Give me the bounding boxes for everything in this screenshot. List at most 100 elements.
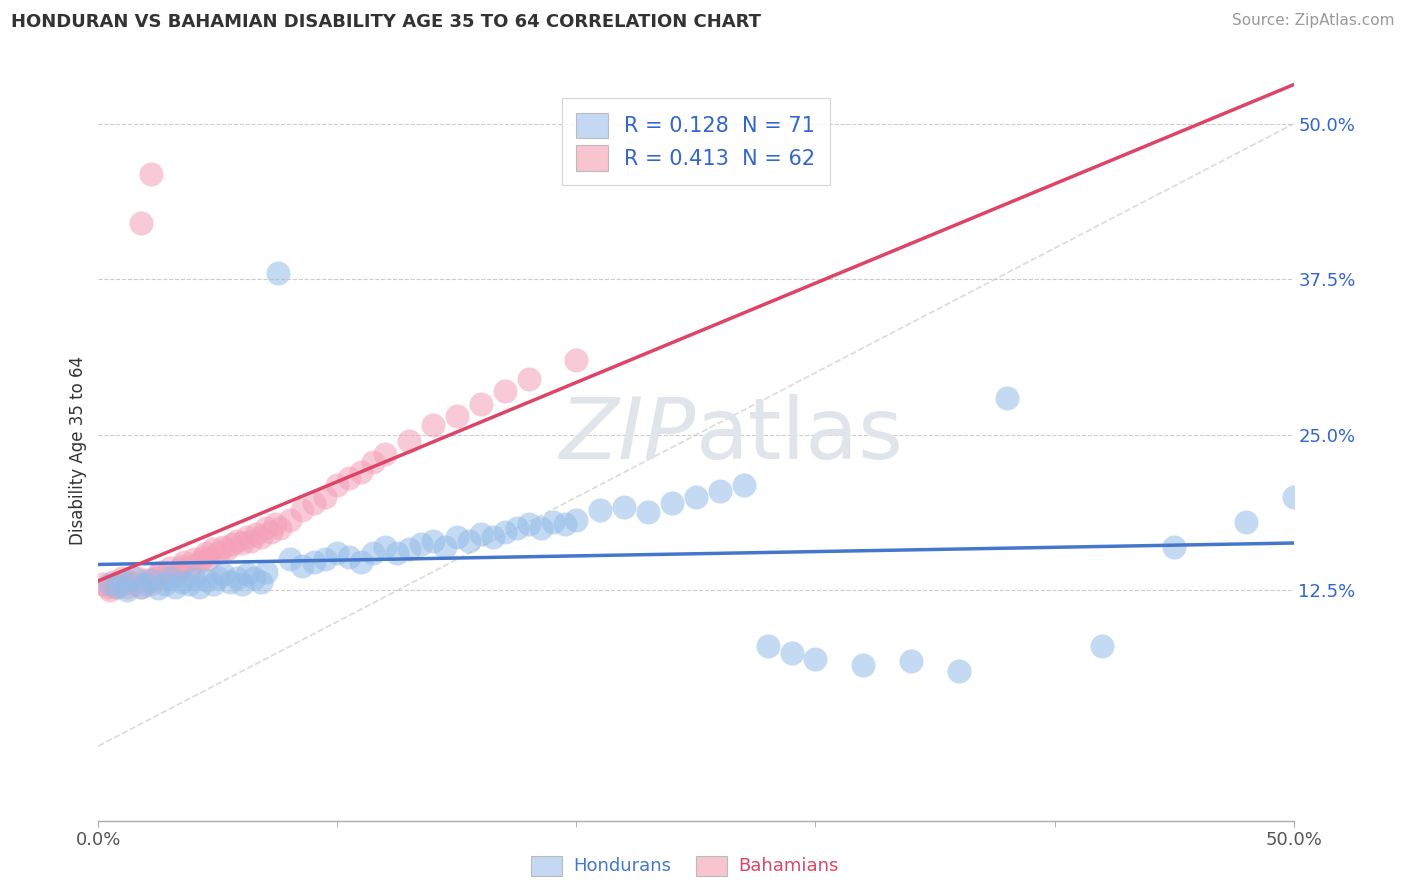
Point: [104, 580, 127, 594]
Point: [131, 580, 153, 594]
Point: [179, 577, 201, 591]
Point: [446, 409, 468, 424]
Point: [148, 581, 170, 595]
Point: [173, 555, 195, 569]
Point: [172, 574, 194, 589]
Point: [115, 583, 138, 598]
Point: [259, 524, 281, 539]
Point: [291, 558, 314, 573]
Point: [422, 417, 444, 432]
Point: [169, 562, 191, 576]
Point: [211, 567, 233, 582]
Point: [264, 517, 287, 532]
Point: [363, 546, 385, 560]
Point: [1091, 640, 1114, 654]
Point: [155, 571, 177, 585]
Point: [207, 546, 229, 560]
Point: [172, 558, 194, 573]
Point: [326, 477, 349, 491]
Point: [517, 517, 540, 532]
Point: [179, 561, 201, 575]
Point: [434, 540, 457, 554]
Point: [124, 571, 146, 585]
Point: [245, 527, 267, 541]
Point: [1234, 515, 1257, 529]
Point: [159, 561, 181, 575]
Point: [374, 540, 396, 554]
Point: [411, 537, 433, 551]
Point: [163, 567, 186, 582]
Point: [183, 571, 205, 585]
Text: Source: ZipAtlas.com: Source: ZipAtlas.com: [1232, 13, 1395, 29]
Point: [900, 654, 922, 668]
Point: [187, 580, 209, 594]
Point: [231, 577, 253, 591]
Point: [145, 571, 167, 585]
Point: [250, 574, 273, 589]
Point: [470, 397, 492, 411]
Point: [221, 537, 243, 551]
Point: [685, 490, 707, 504]
Point: [565, 512, 588, 526]
Point: [148, 567, 170, 582]
Point: [202, 542, 225, 557]
Point: [131, 580, 153, 594]
Point: [1163, 540, 1185, 554]
Point: [211, 540, 233, 554]
Point: [98, 583, 122, 598]
Point: [97, 580, 120, 594]
Point: [302, 555, 325, 569]
Point: [107, 580, 129, 594]
Point: [315, 490, 337, 504]
Y-axis label: Disability Age 35 to 64: Disability Age 35 to 64: [69, 356, 87, 545]
Point: [398, 542, 420, 557]
Point: [254, 565, 277, 579]
Point: [135, 577, 157, 591]
Point: [494, 384, 516, 399]
Point: [589, 502, 612, 516]
Point: [197, 552, 219, 566]
Point: [193, 549, 215, 564]
Point: [446, 530, 468, 544]
Point: [756, 640, 779, 654]
Point: [125, 571, 148, 585]
Point: [661, 496, 683, 510]
Point: [302, 496, 325, 510]
Point: [115, 580, 138, 594]
Point: [118, 574, 141, 589]
Point: [202, 577, 225, 591]
Point: [98, 577, 122, 591]
Point: [235, 530, 257, 544]
Point: [733, 477, 755, 491]
Point: [219, 574, 242, 589]
Point: [149, 565, 172, 579]
Point: [231, 536, 253, 550]
Point: [470, 527, 492, 541]
Point: [111, 571, 134, 585]
Point: [124, 577, 146, 591]
Point: [506, 521, 529, 535]
Point: [183, 552, 205, 566]
Point: [637, 505, 659, 519]
Point: [278, 512, 301, 526]
Legend: R = 0.128  N = 71, R = 0.413  N = 62: R = 0.128 N = 71, R = 0.413 N = 62: [562, 98, 830, 186]
Point: [187, 555, 209, 569]
Point: [481, 530, 505, 544]
Point: [291, 502, 314, 516]
Point: [315, 552, 337, 566]
Text: ZIP: ZIP: [560, 394, 696, 477]
Text: atlas: atlas: [696, 394, 904, 477]
Point: [207, 571, 229, 585]
Text: Hondurans: Hondurans: [574, 857, 672, 875]
Point: [326, 546, 349, 560]
Point: [948, 665, 970, 679]
Point: [517, 372, 540, 386]
Point: [530, 521, 553, 535]
Point: [995, 391, 1018, 405]
Point: [135, 574, 157, 588]
Point: [139, 574, 162, 588]
Point: [554, 517, 576, 532]
Point: [339, 471, 361, 485]
Point: [422, 533, 444, 548]
Point: [709, 483, 731, 498]
